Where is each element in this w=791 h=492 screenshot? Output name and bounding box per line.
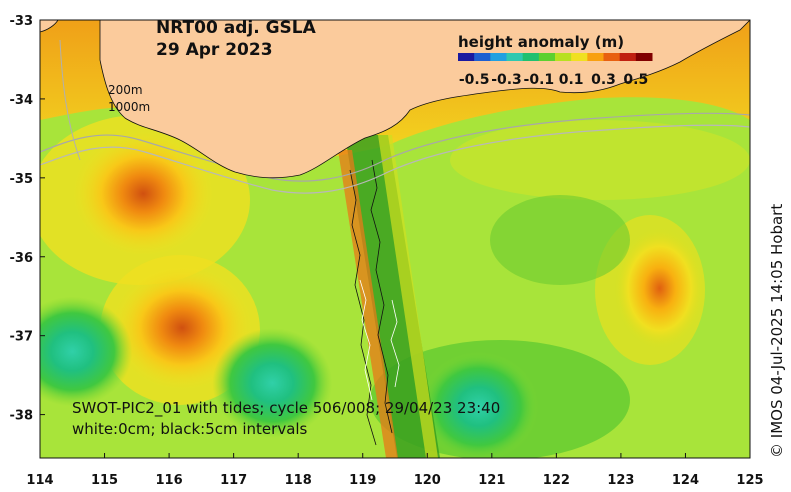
y-tick-label: -35: [10, 172, 34, 187]
y-tick-label: -36: [10, 251, 34, 266]
green-region-center: [490, 195, 630, 285]
x-tick-label: 122: [543, 473, 570, 488]
x-tick-label: 121: [478, 473, 505, 488]
colorbar-swatch: [490, 53, 507, 61]
colorbar-swatches: [458, 53, 653, 61]
y-tick-label: -34: [10, 93, 34, 108]
swath-edge-right: [378, 135, 438, 458]
anomaly-blob-high-west-slope: [73, 131, 214, 256]
swot-annotation-line2: white:0cm; black:5cm intervals: [72, 420, 308, 438]
colorbar-swatch: [506, 53, 524, 61]
colorbar-swatch: [555, 53, 572, 61]
colorbar-swatch: [635, 53, 653, 61]
x-tick-label: 119: [349, 473, 376, 488]
title-line2: 29 Apr 2023: [156, 40, 273, 60]
x-tick-label: 120: [414, 473, 441, 488]
anomaly-blob-low-south-east: [418, 351, 539, 458]
colorbar: height anomaly (m) -0.5 -0.3 -0.1 0.1 0.3 0.5: [458, 33, 653, 88]
colorbar-tick-label: -0.1: [524, 72, 555, 88]
colorbar-tick-label: 0.3: [591, 72, 616, 88]
colorbar-tick-label: 0.5: [623, 72, 648, 88]
anomaly-blob-high-southwest: [112, 265, 252, 390]
x-tick-label: 115: [91, 473, 118, 488]
y-tick-label: -33: [10, 14, 34, 29]
swot-annotation-line1: SWOT-PIC2_01 with tides; cycle 506/008; …: [72, 399, 500, 418]
anomaly-blob-low-south-central: [212, 328, 333, 439]
x-tick-label: 114: [26, 473, 53, 488]
credit-text: © IMOS 04-Jul-2025 14:05 Hobart: [768, 204, 786, 458]
swath-contours-white: [359, 279, 400, 401]
y-tick-label: -37: [10, 330, 34, 345]
colorbar-swatch: [522, 53, 540, 61]
anomaly-field: [40, 20, 750, 458]
colorbar-tick-label: 0.1: [559, 72, 584, 88]
isobath-label-200m: 200m: [108, 83, 143, 97]
x-axis: 114 115 116 117 118 119 120 121 122 123 124 125: [26, 453, 764, 488]
colorbar-swatch: [538, 53, 556, 61]
colorbar-swatch: [603, 53, 621, 61]
y-axis: -33 -34 -35 -36 -37 -38: [10, 14, 45, 424]
colorbar-swatch: [458, 53, 475, 61]
plot-frame: [39, 19, 751, 459]
colorbar-swatch: [587, 53, 604, 61]
x-tick-label: 125: [736, 473, 763, 488]
isobath-west-coast: [59, 39, 81, 161]
isobath-200m: [40, 112, 750, 182]
swath-edge-left: [338, 150, 398, 458]
x-tick-label: 118: [285, 473, 312, 488]
swot-swath: [338, 135, 440, 458]
colorbar-tick-label: -0.3: [491, 72, 522, 88]
swath-contours-black: [349, 159, 393, 446]
y-tick-label: -38: [10, 409, 34, 424]
isobath-1000m: [40, 124, 750, 194]
anomaly-blob-low-far-west: [40, 296, 133, 407]
colorbar-swatch: [571, 53, 588, 61]
colorbar-title: height anomaly (m): [458, 33, 624, 51]
colorbar-swatch: [474, 53, 491, 61]
yellow-region-north: [450, 120, 750, 200]
x-tick-label: 117: [220, 473, 247, 488]
title-line1: NRT00 adj. GSLA: [156, 18, 317, 38]
anomaly-blob-high-east: [614, 228, 705, 349]
isobath-label-1000m: 1000m: [108, 100, 150, 114]
colorbar-tick-label: -0.5: [459, 72, 490, 88]
x-tick-label: 123: [607, 473, 634, 488]
x-tick-label: 124: [672, 473, 699, 488]
colorbar-swatch: [619, 53, 637, 61]
x-tick-label: 116: [156, 473, 183, 488]
colorbar-ticks: -0.5 -0.3 -0.1 0.1 0.3 0.5: [459, 72, 648, 88]
anomaly-blobs: [40, 131, 705, 458]
